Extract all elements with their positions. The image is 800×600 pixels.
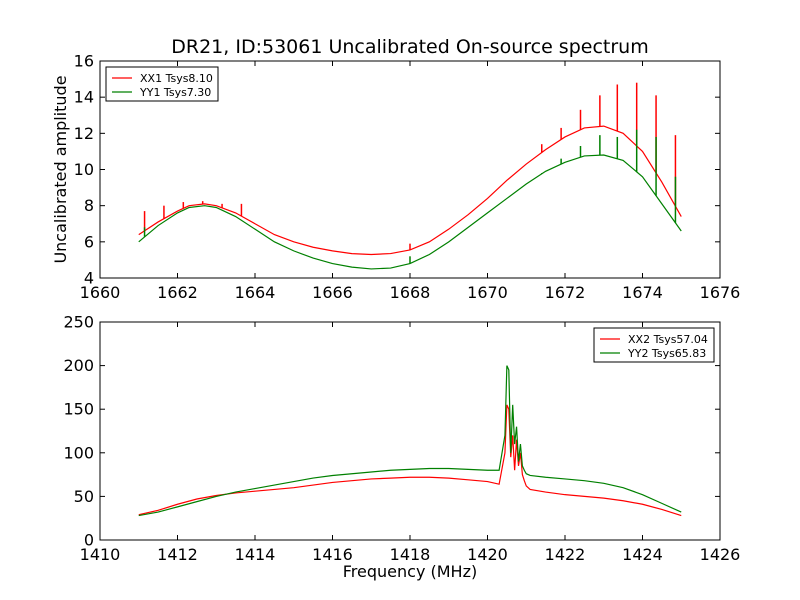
legend-label-2-1: XX2 Tsys57.04: [628, 333, 708, 346]
legend-label-1-1: XX1 Tsys8.10: [140, 72, 213, 85]
x-tick-label-2-6: 1420: [467, 545, 508, 564]
chart-1: 1660 1662 1664 1666 1668 1670 1672 1674 1676 4 6 8 1…: [51, 36, 740, 302]
y-tick-label-1-7: 16: [74, 52, 94, 71]
series-line-1-2: [138, 154, 682, 270]
x-tick-label-2-1: 1410: [80, 545, 121, 564]
y-tick-label-1-3: 8: [84, 196, 94, 215]
y-tick-label-1-6: 14: [74, 88, 94, 107]
y-tick-label-2-6: 250: [63, 313, 94, 332]
x-tick-label-1-4: 1666: [312, 283, 353, 302]
x-tick-label-1-7: 1672: [545, 283, 586, 302]
x-tick-label-1-9: 1676: [700, 283, 741, 302]
legend-box-2: [593, 327, 715, 363]
x-tick-label-2-9: 1426: [700, 545, 741, 564]
x-tick-label-1-2: 1662: [157, 283, 198, 302]
x-tick-label-1-8: 1674: [622, 283, 663, 302]
x-axis-title-2: Frequency (MHz): [343, 562, 477, 581]
x-tick-label-2-5: 1418: [390, 545, 431, 564]
y-tick-label-2-3: 100: [63, 443, 94, 462]
y-tick-label-1-4: 10: [74, 160, 94, 179]
x-tick-label-2-2: 1412: [157, 545, 198, 564]
series-line-2-1: [138, 404, 682, 517]
legend-box-1: [105, 66, 219, 102]
y-tick-label-1-5: 12: [74, 124, 94, 143]
y-axis-title-1: Uncalibrated amplitude: [51, 75, 70, 263]
y-tick-label-1-2: 6: [84, 232, 94, 251]
x-tick-label-1-1: 1660: [80, 283, 121, 302]
x-tick-label-2-8: 1424: [622, 545, 663, 564]
y-tick-label-1-1: 4: [84, 269, 94, 288]
y-tick-label-2-1: 0: [84, 531, 94, 550]
legend-label-1-2: YY1 Tsys7.30: [139, 86, 211, 99]
chart-2: 1410 1412 1414 1416 1418 1420 1422 1424 1426 0 50 1…: [63, 313, 740, 582]
y-tick-label-2-4: 150: [63, 400, 94, 419]
x-tick-label-1-6: 1670: [467, 283, 508, 302]
y-tick-label-2-2: 50: [74, 487, 94, 506]
y-tick-label-2-5: 200: [63, 356, 94, 375]
chart-title-1: DR21, ID:53061 Uncalibrated On-source sp…: [171, 36, 648, 58]
x-tick-label-2-3: 1414: [235, 545, 276, 564]
legend-label-2-2: YY2 Tsys65.83: [627, 347, 706, 360]
x-tick-label-2-4: 1416: [312, 545, 353, 564]
x-tick-label-1-3: 1664: [235, 283, 276, 302]
x-tick-label-2-7: 1422: [545, 545, 586, 564]
series-line-2-2: [138, 365, 682, 517]
series-line-1-1: [138, 125, 682, 256]
x-tick-label-1-5: 1668: [390, 283, 431, 302]
